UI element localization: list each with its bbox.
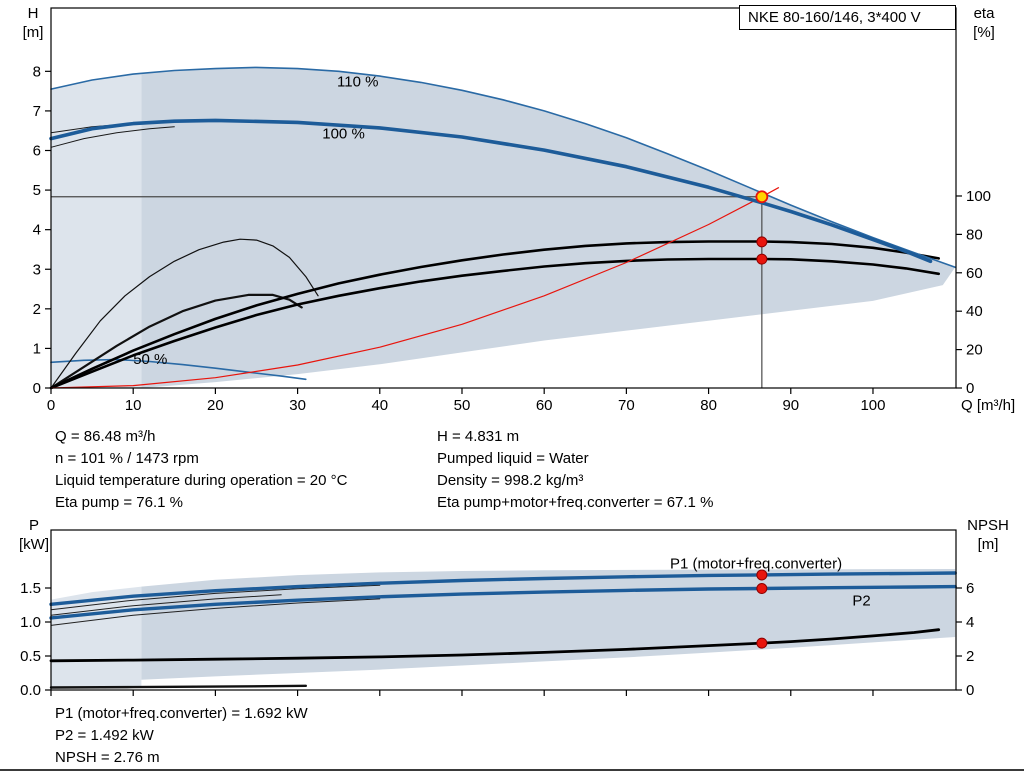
npsh-point: [756, 637, 768, 649]
y-right-tick-label: 60: [966, 265, 983, 282]
y-right-tick-label: 4: [966, 614, 974, 631]
eta-total-point: [756, 253, 768, 265]
y-right-tick-label: 0: [966, 380, 974, 397]
info-speed: n = 101 % / 1473 rpm: [55, 450, 199, 467]
x-tick-label: 30: [289, 397, 306, 414]
duty-point: [755, 190, 769, 204]
duty-info-col1: Q = 86.48 m³/h n = 101 % / 1473 rpm Liqu…: [55, 426, 347, 514]
label-50pct: 50 %: [133, 351, 167, 368]
y-left-tick-label: 6: [33, 143, 41, 160]
info-liquid-temp: Liquid temperature during operation = 20…: [55, 472, 348, 489]
curve-100pct: [49, 118, 933, 264]
info-npsh: NPSH = 2.76 m: [55, 749, 160, 766]
x-tick-label: 50: [454, 397, 471, 414]
h-axis-unit: [m]: [22, 24, 44, 41]
p-axis-unit: [kW]: [19, 536, 49, 553]
label-p1: P1 (motor+freq.converter): [670, 555, 842, 572]
x-tick-label: 100: [860, 397, 885, 414]
minor-line-3: [50, 594, 282, 616]
x-tick-label: 90: [782, 397, 799, 414]
y-left-tick-label: 0: [33, 380, 41, 397]
p-axis-label: P: [28, 517, 39, 534]
y-right-tick-label: 0: [966, 682, 974, 699]
eta-axis-unit: [%]: [973, 24, 995, 41]
info-flow: Q = 86.48 m³/h: [55, 428, 156, 445]
npsh-curve: [49, 628, 941, 663]
y-left-tick-label: 0.5: [20, 648, 41, 665]
envelope-light: [51, 73, 142, 389]
y-left-tick-label: 3: [33, 261, 41, 278]
npsh-50pct-line: [49, 684, 307, 689]
eta-pump-point: [756, 236, 768, 248]
label-p2: P2: [852, 593, 870, 610]
y-left-tick-label: 0.0: [20, 682, 41, 699]
y-right-tick-label: 40: [966, 303, 983, 320]
label-100pct: 100 %: [322, 126, 365, 143]
y-left-tick-label: 5: [33, 182, 41, 199]
eta-axis-label: eta: [973, 5, 995, 22]
x-tick-label: 80: [700, 397, 717, 414]
y-right-tick-label: 80: [966, 226, 983, 243]
x-tick-label: 60: [536, 397, 553, 414]
plot-border: [50, 529, 957, 691]
power-npsh-chart[interactable]: 0.0 0.5 1.0 1.5 0 2 4 6 P1 (motor+freq.converter…: [0, 518, 1024, 714]
eta-axis-title: eta [%]: [963, 4, 1005, 42]
h-axis-title: H [m]: [12, 4, 54, 42]
npsh-axis-unit: [m]: [977, 536, 999, 553]
info-eta-total: Eta pump+motor+freq.converter = 67.1 %: [437, 494, 714, 511]
system-curve: [50, 187, 780, 389]
y-left-tick-label: 1: [33, 340, 41, 357]
p2-curve: [49, 584, 957, 620]
y-left-tick-label: 2: [33, 301, 41, 318]
x-tick-label: 10: [125, 397, 142, 414]
info-head: H = 4.831 m: [437, 428, 520, 445]
label-110pct: 110 %: [337, 73, 378, 90]
p-axis-title: P [kW]: [12, 516, 56, 554]
info-pumped-liquid: Pumped liquid = Water: [437, 450, 589, 467]
pump-model-title: NKE 80-160/146, 3*400 V: [739, 5, 956, 30]
y-right-tick-label: 100: [966, 188, 991, 205]
q-axis-label: Q [m³/h]: [961, 397, 1016, 414]
p1-curve: [49, 571, 957, 606]
npsh-axis-label: NPSH: [967, 517, 1009, 534]
curve-110pct: [50, 66, 956, 269]
info-p1: P1 (motor+freq.converter) = 1.692 kW: [55, 705, 308, 722]
y-left-tick-label: 1.0: [20, 614, 41, 631]
minor-line-1: [50, 584, 381, 611]
info-p2: P2 = 1.492 kW: [55, 727, 154, 744]
y-right-tick-label: 2: [966, 648, 974, 665]
y-right-tick-label: 20: [966, 342, 983, 359]
p2-point: [756, 583, 768, 595]
x-tick-label: 0: [47, 397, 55, 414]
info-density: Density = 998.2 kg/m³: [437, 472, 584, 489]
minor-line-1: [50, 126, 175, 148]
head-efficiency-chart[interactable]: 0 10 20 30 40 50 60 70 80 90 100012345678020406080…: [0, 0, 1024, 424]
npsh-axis-title: NPSH [m]: [962, 516, 1014, 554]
operating-envelope: [141, 67, 956, 389]
eta-total-curve: [49, 257, 940, 390]
x-tick-label: 70: [618, 397, 635, 414]
bottom-divider: [0, 769, 1024, 771]
x-tick-label: 40: [371, 397, 388, 414]
y-right-tick-label: 6: [966, 580, 974, 597]
minor-line-2: [50, 598, 381, 626]
x-tick-label: 20: [207, 397, 224, 414]
eta-pump-curve: [49, 240, 940, 390]
power-info-block: P1 (motor+freq.converter) = 1.692 kW P2 …: [55, 703, 308, 769]
y-left-tick-label: 4: [33, 222, 41, 239]
y-left-tick-label: 8: [33, 63, 41, 80]
info-eta-pump: Eta pump = 76.1 %: [55, 494, 183, 511]
p1-point: [756, 569, 768, 581]
eta-50pct-curve: [50, 238, 319, 389]
plot-border: [50, 7, 957, 389]
h-axis-label: H: [27, 5, 39, 22]
y-left-tick-label: 1.5: [20, 580, 41, 597]
y-left-tick-label: 7: [33, 103, 41, 120]
duty-info-col2: H = 4.831 m Pumped liquid = Water Densit…: [437, 426, 713, 514]
